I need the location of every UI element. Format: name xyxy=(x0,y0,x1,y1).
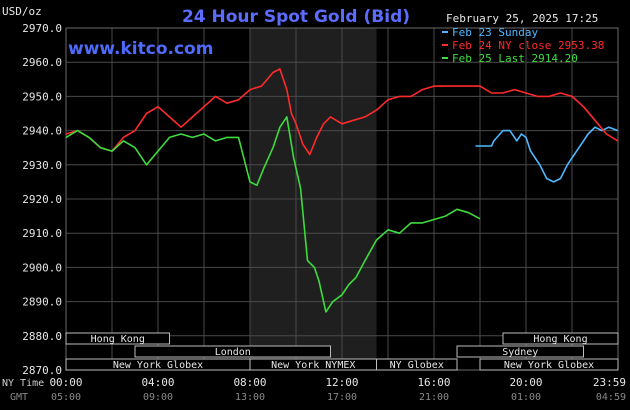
x-axis-label-ny: NY Time xyxy=(2,378,44,389)
session-box xyxy=(456,345,584,358)
session-box xyxy=(134,345,331,358)
x-tick-label-ny: 16:00 xyxy=(417,376,450,389)
grid-lines xyxy=(65,27,619,371)
session-box xyxy=(479,358,619,371)
y-tick-label: 2890.0 xyxy=(22,296,62,309)
timestamp: February 25, 2025 17:25 xyxy=(446,12,598,25)
site-url: www.kitco.com xyxy=(68,39,213,59)
x-tick-label-gmt: 13:00 xyxy=(235,392,265,403)
y-tick-label: 2920.0 xyxy=(22,193,62,206)
y-tick-label: 2870.0 xyxy=(22,364,62,377)
series-lines xyxy=(65,68,619,313)
x-tick-label-gmt: 05:00 xyxy=(51,392,81,403)
session-label: Sydney xyxy=(502,347,538,358)
legend-entry: Feb 24 NY close 2953.38 xyxy=(452,39,604,52)
x-tick-label-ny: 12:00 xyxy=(325,376,358,389)
x-tick-label-ny: 23:59 xyxy=(593,376,626,389)
series-line xyxy=(475,126,619,183)
session-label: Hong Kong xyxy=(91,334,145,345)
x-tick-label-gmt: 01:00 xyxy=(511,392,541,403)
x-tick-label-ny: 04:00 xyxy=(141,376,174,389)
series-line xyxy=(65,68,619,156)
y-tick-label: 2940.0 xyxy=(22,125,62,138)
x-tick-label-ny: 20:00 xyxy=(509,376,542,389)
x-tick-label-ny: 08:00 xyxy=(233,376,266,389)
session-box xyxy=(502,332,619,345)
x-tick-label-gmt: 09:00 xyxy=(143,392,173,403)
session-box xyxy=(65,332,170,345)
y-tick-label: 2880.0 xyxy=(22,330,62,343)
session-label: NY Globex xyxy=(390,360,444,371)
session-label: New York Globex xyxy=(504,360,594,371)
y-tick-label: 2950.0 xyxy=(22,90,62,103)
y-tick-label: 2970.0 xyxy=(22,22,62,35)
session-label: Hong Kong xyxy=(533,334,587,345)
x-tick-label-gmt: 21:00 xyxy=(419,392,449,403)
session-label: New York NYMEX xyxy=(271,360,355,371)
x-tick-label-ny: 00:00 xyxy=(49,376,82,389)
series-line xyxy=(65,116,481,313)
x-axis-ticks: NY Time GMT 00:00 05:00 04:00 09:00 08:00 13:00… xyxy=(2,376,626,403)
x-tick-label-gmt: 04:59 xyxy=(596,392,626,403)
y-axis-ticks: 2970.0 2960.0 2950.0 2940.0 2930.0 2920.0 2910… xyxy=(22,22,62,377)
session-box xyxy=(376,358,458,371)
y-tick-label: 2960.0 xyxy=(22,56,62,69)
legend-entry: Feb 25 Last 2914.20 xyxy=(452,52,578,65)
y-tick-label: 2930.0 xyxy=(22,159,62,172)
session-label: London xyxy=(215,347,251,358)
y-tick-label: 2900.0 xyxy=(22,261,62,274)
session-label: New York Globex xyxy=(113,360,203,371)
trading-sessions: Hong Kong London New York Globex New York N… xyxy=(65,332,619,371)
legend-entry: Feb 23 Sunday xyxy=(452,26,538,39)
x-axis-label-gmt: GMT xyxy=(10,392,28,403)
y-tick-label: 2910.0 xyxy=(22,227,62,240)
x-tick-label-gmt: 17:00 xyxy=(327,392,357,403)
y-axis-unit: USD/oz xyxy=(2,5,42,18)
chart-title: 24 Hour Spot Gold (Bid) xyxy=(182,7,410,27)
